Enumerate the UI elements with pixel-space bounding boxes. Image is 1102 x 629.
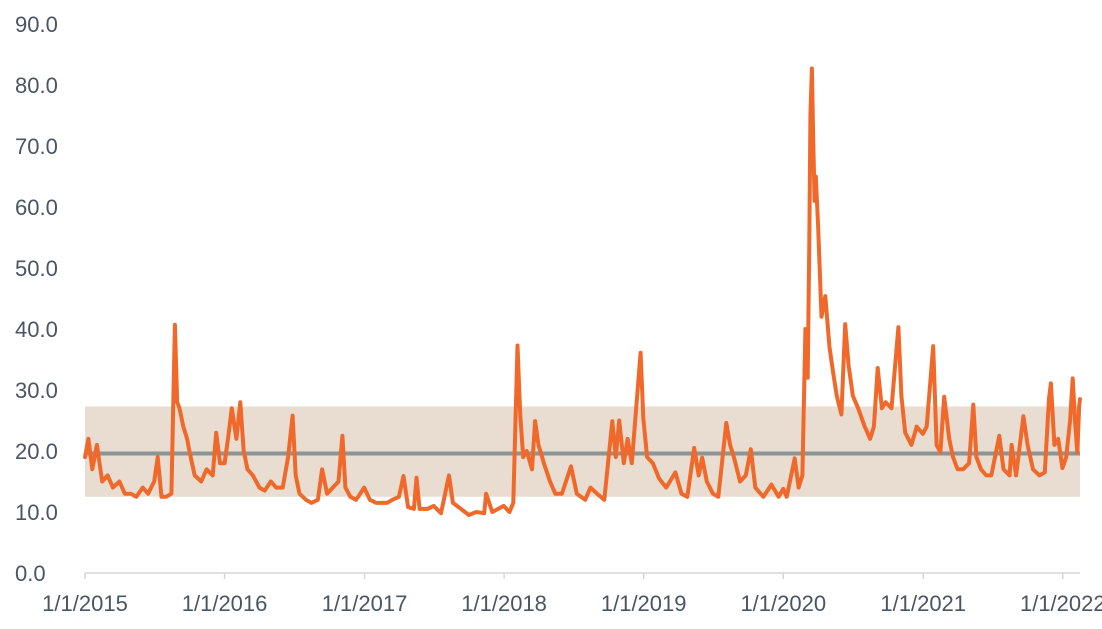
- y-tick-label: 80.0: [15, 73, 58, 98]
- x-tick-label: 1/1/2022: [1020, 591, 1102, 616]
- y-tick-label: 90.0: [15, 12, 58, 37]
- y-tick-labels: 0.0 10.0 20.0 30.0 40.0 50.0 60.0 70.0 80.0 90.0: [15, 12, 58, 586]
- y-tick-label: 0.0: [15, 561, 46, 586]
- y-tick-label: 40.0: [15, 317, 58, 342]
- x-tick-label: 1/1/2018: [461, 591, 547, 616]
- x-tick-labels: 1/1/2015 1/1/2016 1/1/2017 1/1/2018 1/1/2019…: [42, 591, 1102, 616]
- x-tick-label: 1/1/2020: [740, 591, 826, 616]
- x-tick-label: 1/1/2015: [42, 591, 128, 616]
- y-tick-label: 70.0: [15, 134, 58, 159]
- x-tick-label: 1/1/2017: [322, 591, 408, 616]
- x-tick-label: 1/1/2019: [601, 591, 687, 616]
- y-tick-label: 60.0: [15, 195, 58, 220]
- x-axis: [84, 572, 1080, 579]
- y-tick-label: 10.0: [15, 500, 58, 525]
- y-tick-label: 30.0: [15, 378, 58, 403]
- y-tick-label: 20.0: [15, 439, 58, 464]
- x-tick-label: 1/1/2016: [182, 591, 268, 616]
- y-tick-label: 50.0: [15, 256, 58, 281]
- series-layer: [83, 66, 1082, 517]
- series-line: [83, 66, 1082, 517]
- x-tick-label: 1/1/2021: [880, 591, 966, 616]
